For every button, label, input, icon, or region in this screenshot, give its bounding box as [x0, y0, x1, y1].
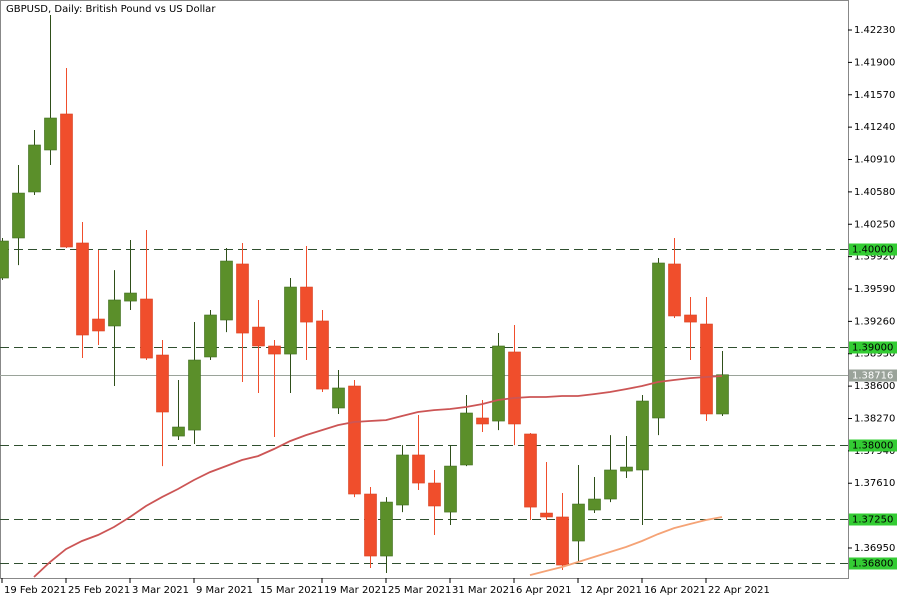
x-tick-label: 25 Feb 2021 [68, 585, 130, 596]
level-label: 1.39000 [852, 343, 893, 354]
candle-body [44, 117, 57, 151]
candle-body [700, 323, 713, 415]
candle-body [460, 412, 473, 466]
candle-body [204, 314, 217, 358]
current-price-box [849, 369, 897, 382]
level-label-box [849, 341, 897, 354]
x-tick-label: 6 Apr 2021 [516, 585, 571, 596]
y-tick-label: 1.38270 [854, 413, 895, 424]
level-label: 1.36800 [852, 559, 893, 570]
candle-body [668, 263, 681, 317]
candle-body [572, 503, 585, 542]
level-label: 1.38000 [852, 441, 893, 452]
x-tick-label: 22 Apr 2021 [708, 585, 770, 596]
moving-average [529, 516, 723, 576]
candle-body [620, 466, 633, 472]
candle-body [556, 516, 569, 566]
candle-body [508, 351, 521, 425]
y-tick-label: 1.39590 [854, 284, 895, 295]
candle-body [396, 454, 409, 506]
y-tick-label: 1.37610 [854, 478, 895, 489]
y-tick-label: 1.42230 [854, 25, 895, 36]
candle-body [76, 242, 89, 336]
y-tick-label: 1.41900 [854, 57, 895, 68]
candle-body [476, 417, 489, 425]
x-tick-label: 12 Apr 2021 [580, 585, 642, 596]
y-tick-label: 1.36950 [854, 543, 895, 554]
y-tick-label: 1.38930 [854, 349, 895, 360]
candle-body [188, 359, 201, 431]
candle-body [716, 374, 729, 415]
candle-body [140, 298, 153, 359]
candle-body [412, 454, 425, 484]
level-label-box [849, 243, 897, 256]
candle-body [236, 263, 249, 334]
candle-body [604, 469, 617, 500]
candle-body [332, 387, 345, 409]
y-tick-label: 1.39260 [854, 316, 895, 327]
level-label-box [849, 557, 897, 570]
moving-average [33, 375, 723, 578]
candle-body [364, 493, 377, 557]
candle-body [540, 512, 553, 518]
current-price-label: 1.38716 [852, 371, 893, 382]
candle-body [652, 262, 665, 419]
y-tick-label: 1.40910 [854, 155, 895, 166]
candle-body [92, 318, 105, 332]
candle-body [588, 498, 601, 511]
level-label-box [849, 513, 897, 526]
candle-body [636, 400, 649, 471]
candle-body [380, 501, 393, 557]
candle-body [12, 192, 25, 239]
x-tick-label: 19 Mar 2021 [324, 585, 387, 596]
y-tick-label: 1.41240 [854, 122, 895, 133]
x-tick-label: 3 Mar 2021 [132, 585, 189, 596]
y-tick-label: 1.40580 [854, 187, 895, 198]
candle-body [60, 113, 73, 248]
x-tick-label: 9 Mar 2021 [196, 585, 253, 596]
candle-body [492, 345, 505, 422]
x-tick-label: 15 Mar 2021 [260, 585, 323, 596]
level-label: 1.40000 [852, 245, 893, 256]
chart-title: GBPUSD, Daily: British Pound vs US Dolla… [6, 4, 216, 15]
candle-body [444, 465, 457, 513]
x-tick-label: 19 Feb 2021 [4, 585, 66, 596]
candle-body [172, 426, 185, 437]
x-tick-label: 16 Apr 2021 [644, 585, 706, 596]
y-tick-label: 1.40250 [854, 219, 895, 230]
candle-body [268, 345, 281, 355]
candle-body [28, 144, 41, 193]
y-tick-label: 1.39920 [854, 252, 895, 263]
candle-body [348, 385, 361, 495]
candle-body [156, 354, 169, 413]
candle-body [284, 286, 297, 355]
x-tick-label: 25 Mar 2021 [388, 585, 451, 596]
candle-body [252, 326, 265, 347]
level-label-box [849, 439, 897, 452]
candle-body [0, 240, 9, 279]
level-label: 1.37250 [852, 515, 893, 526]
candle-body [300, 286, 313, 323]
candle-body [220, 260, 233, 321]
y-tick-label: 1.38600 [854, 381, 895, 392]
candle-body [316, 320, 329, 390]
candle-body [428, 482, 441, 507]
candle-body [124, 292, 137, 302]
candle-body [524, 433, 537, 508]
candle-body [684, 314, 697, 323]
plot-frame [0, 0, 849, 579]
candle-body [108, 299, 121, 327]
y-tick-label: 1.41570 [854, 90, 895, 101]
x-tick-label: 31 Mar 2021 [452, 585, 515, 596]
